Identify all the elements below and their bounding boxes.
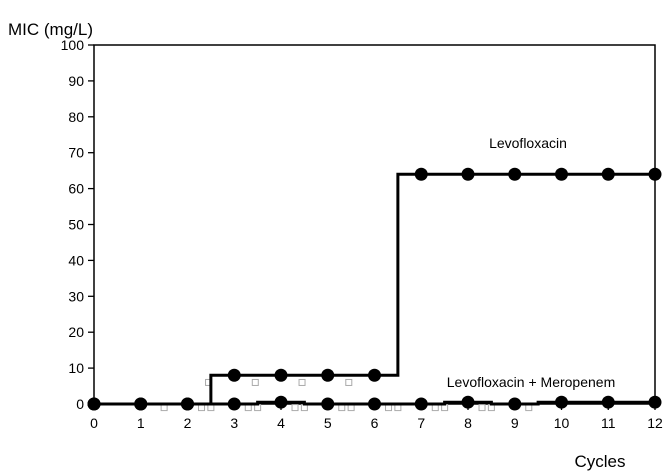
data-point-series-1 xyxy=(414,397,428,411)
faint-marker xyxy=(478,404,486,412)
x-tick-label: 2 xyxy=(184,415,192,431)
data-point-series-0 xyxy=(227,368,241,382)
data-point-series-1 xyxy=(321,397,335,411)
data-point-series-0 xyxy=(274,368,288,382)
x-tick-label: 4 xyxy=(277,415,285,431)
plot-frame xyxy=(93,44,656,405)
faint-marker xyxy=(345,378,353,386)
x-tick-label: 10 xyxy=(554,415,570,431)
data-point-series-0 xyxy=(368,368,381,382)
x-tick-label: 1 xyxy=(137,415,145,431)
faint-marker xyxy=(291,404,299,412)
x-axis-label: Cycles xyxy=(574,452,625,471)
series-markers xyxy=(87,167,662,411)
faint-marker xyxy=(251,378,259,386)
x-tick-label: 8 xyxy=(464,415,472,431)
x-tick-label: 9 xyxy=(511,415,519,431)
data-point-series-1 xyxy=(508,397,522,411)
data-point-series-0 xyxy=(321,368,335,382)
y-tick-label: 60 xyxy=(68,181,84,197)
data-point-series-1 xyxy=(181,397,194,411)
x-tick-label: 6 xyxy=(371,415,379,431)
x-tick-label: 12 xyxy=(647,415,663,431)
x-tick-label: 11 xyxy=(601,415,616,431)
faint-marker xyxy=(298,378,306,386)
data-point-series-0 xyxy=(648,167,662,181)
x-tick-label: 3 xyxy=(230,415,238,431)
data-point-series-1 xyxy=(648,395,662,409)
x-tick-label: 0 xyxy=(90,415,98,431)
y-tick-label: 10 xyxy=(68,360,84,376)
data-point-series-1 xyxy=(601,395,615,409)
data-point-series-0 xyxy=(414,167,428,181)
y-tick-label: 0 xyxy=(76,396,84,412)
data-point-series-0 xyxy=(461,167,475,181)
series-line-1 xyxy=(94,400,655,406)
x-tick-label: 5 xyxy=(324,415,332,431)
y-tick-label: 20 xyxy=(68,324,84,340)
data-point-series-1 xyxy=(134,397,148,411)
y-axis: 0 10 20 30 40 50 60 70 80 90 100 xyxy=(61,37,94,412)
data-point-series-0 xyxy=(508,167,522,181)
y-axis-label: MIC (mg/L) xyxy=(8,20,93,39)
annotation-levofloxacin: Levofloxacin xyxy=(489,135,567,151)
data-point-series-1 xyxy=(227,397,241,411)
data-point-series-1 xyxy=(555,395,568,409)
y-tick-label: 70 xyxy=(68,145,84,161)
x-tick-label: 7 xyxy=(417,415,425,431)
y-tick-label: 100 xyxy=(61,37,85,53)
data-point-series-0 xyxy=(555,167,568,181)
y-tick-label: 80 xyxy=(68,109,84,125)
data-point-series-1 xyxy=(274,395,288,409)
y-tick-label: 40 xyxy=(68,252,84,268)
data-point-series-1 xyxy=(461,395,475,409)
y-tick-label: 50 xyxy=(68,217,84,233)
data-point-series-1 xyxy=(368,397,381,411)
data-point-series-1 xyxy=(87,397,101,411)
y-tick-label: 90 xyxy=(68,73,84,89)
annotation-levofloxacin-meropenem: Levofloxacin + Meropenem xyxy=(447,374,616,390)
y-tick-label: 30 xyxy=(68,288,84,304)
data-point-series-0 xyxy=(601,167,615,181)
